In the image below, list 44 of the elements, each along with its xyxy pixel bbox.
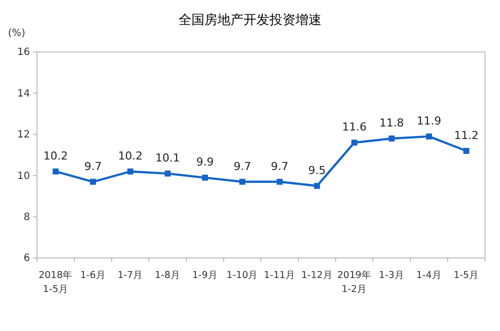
y-axis-title: (%) (8, 28, 26, 39)
y-tick-label: 6 (24, 253, 30, 264)
data-label: 10.2 (43, 149, 68, 162)
point (52, 168, 59, 174)
data-label: 11.8 (379, 116, 404, 130)
y-tick-label: 10 (17, 170, 30, 182)
point (239, 178, 246, 185)
x-tick-label: 1-7月 (118, 270, 144, 281)
x-tick-label: 1-10月 (226, 270, 258, 281)
x-tick-label: 1-4月 (416, 270, 442, 281)
point (463, 148, 470, 154)
data-label: 9.9 (196, 156, 214, 169)
point (164, 170, 171, 177)
point (276, 178, 283, 185)
y-tick-label: 14 (17, 88, 30, 100)
y-tick-label: 12 (17, 130, 30, 141)
data-label: 9.7 (84, 160, 102, 173)
x-tick-label: 1-5月 (454, 270, 480, 281)
x-tick-label: 2018年 1-5月 (38, 269, 73, 295)
point (351, 140, 358, 146)
data-label: 9.5 (308, 164, 326, 177)
x-tick-label: 1-6月 (80, 270, 106, 281)
point (426, 133, 432, 140)
x-tick-label: 1-11月 (264, 270, 296, 281)
data-label: 11.9 (416, 114, 442, 128)
x-tick-label: 1-12月 (301, 270, 333, 281)
data-label: 11.2 (454, 128, 479, 142)
point (314, 182, 320, 189)
x-tick-label: 1-9月 (192, 270, 218, 281)
data-label: 10.2 (118, 149, 143, 162)
data-label: 9.7 (270, 160, 288, 173)
x-tick-label: 1-8月 (154, 270, 180, 281)
x-tick-label: 2019年 1-2月 (337, 269, 372, 295)
point (202, 174, 208, 181)
y-tick-label: 16 (17, 47, 30, 58)
chart-title: 全国房地产开发投资增速 (178, 12, 322, 28)
data-label: 11.6 (342, 120, 367, 134)
data-label: 10.1 (155, 152, 180, 165)
data-label: 9.7 (234, 160, 252, 173)
point (388, 136, 395, 142)
y-tick-label: 8 (24, 212, 30, 223)
point (90, 178, 96, 185)
x-tick-label: 1-3月 (378, 270, 404, 281)
point (127, 168, 134, 174)
